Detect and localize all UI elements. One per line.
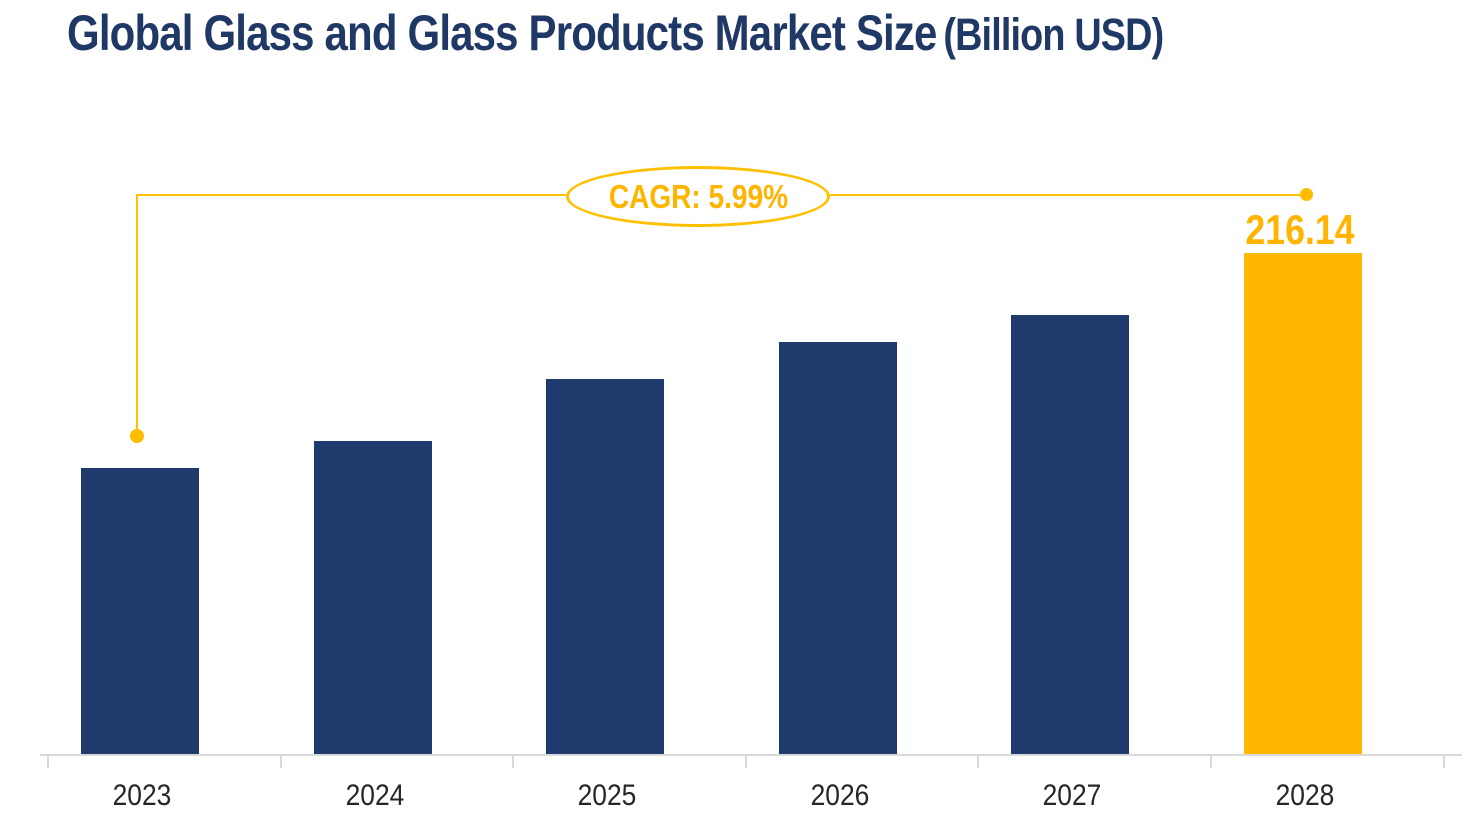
x-axis-label-2026: 2026 xyxy=(810,779,870,812)
chart-title-suffix: (Billion USD) xyxy=(943,9,1164,60)
x-axis-label-2025: 2025 xyxy=(577,779,637,812)
cagr-callout-ellipse: CAGR: 5.99% xyxy=(566,166,830,227)
cagr-connector-right-line xyxy=(830,193,1305,196)
bar-2026 xyxy=(778,341,897,754)
x-axis-tick-3 xyxy=(744,754,747,768)
cagr-label: CAGR: 5.99% xyxy=(608,177,788,215)
chart-title: Global Glass and Glass Products Market S… xyxy=(67,4,1164,62)
x-axis-label-2028: 2028 xyxy=(1275,779,1335,812)
cagr-connector-vertical-line xyxy=(135,195,139,429)
bar-2024 xyxy=(313,441,432,754)
x-axis-label-2023: 2023 xyxy=(112,779,172,812)
chart-title-main: Global Glass and Glass Products Market S… xyxy=(67,5,937,61)
x-axis-label-2027: 2027 xyxy=(1043,779,1102,812)
x-axis-line xyxy=(40,754,1462,756)
cagr-connector-left-line xyxy=(136,193,566,196)
x-axis-tick-1 xyxy=(279,754,282,768)
x-axis-tick-2 xyxy=(512,754,515,768)
x-axis-tick-5 xyxy=(1210,754,1212,768)
cagr-connector-start-dot xyxy=(130,429,144,443)
bar-2027 xyxy=(1011,314,1130,754)
cagr-connector-end-dot xyxy=(1300,188,1313,201)
value-label-2028: 216.14 xyxy=(1245,206,1355,253)
x-axis-tick-0 xyxy=(47,754,49,768)
bar-2025 xyxy=(546,378,665,754)
x-axis-tick-6 xyxy=(1442,754,1445,768)
bar-2023 xyxy=(81,467,199,754)
bar-2028 xyxy=(1244,252,1362,754)
x-axis-tick-4 xyxy=(977,754,980,768)
x-axis-label-2024: 2024 xyxy=(345,779,404,812)
